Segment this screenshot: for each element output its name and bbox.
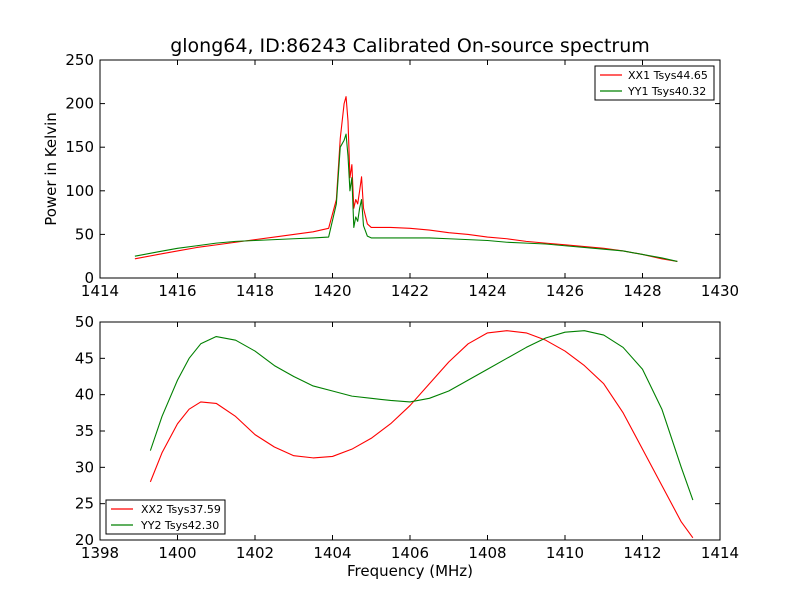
bottom-y-tick-label: 35 <box>75 422 94 440</box>
top-series-line-0 <box>134 96 678 262</box>
top-chart: 1414 1416 1418 1420 1422 1424 1426 1428 1430 0 50 1… <box>42 51 739 300</box>
top-x-tick-label: 1416 <box>158 282 196 300</box>
legend-label-xx1: XX1 Tsys44.65 <box>628 69 708 82</box>
top-x-tick-label: 1430 <box>701 282 739 300</box>
bottom-x-tick-label: 1402 <box>236 544 274 562</box>
top-y-tick-label: 50 <box>75 225 94 243</box>
top-y-tick-label: 150 <box>65 138 94 156</box>
bottom-x-axis-label: Frequency (MHz) <box>347 562 473 580</box>
top-series-line-1 <box>134 133 678 262</box>
top-y-tick-label: 250 <box>65 51 94 69</box>
legend-label-yy1: YY1 Tsys40.32 <box>627 85 706 98</box>
bottom-series-line-0 <box>149 330 694 539</box>
bottom-x-tick-label: 1408 <box>468 544 506 562</box>
top-y-tick-label: 0 <box>84 269 94 287</box>
top-x-tick-label: 1422 <box>391 282 429 300</box>
bottom-x-tick-label: 1400 <box>158 544 196 562</box>
bottom-x-tick-label: 1414 <box>701 544 739 562</box>
top-x-tick-label: 1420 <box>313 282 351 300</box>
bottom-series-line-1 <box>149 330 694 501</box>
legend-label-yy2: YY2 Tsys42.30 <box>140 519 219 532</box>
top-series-layer <box>134 96 678 262</box>
bottom-chart: 1398 1400 1402 1404 1406 1408 1410 1412 1414 20 25… <box>75 313 739 580</box>
top-x-tick-label: 1424 <box>468 282 506 300</box>
top-legend: XX1 Tsys44.65 YY1 Tsys40.32 <box>594 65 715 101</box>
bottom-y-tick-label: 45 <box>75 349 94 367</box>
bottom-legend: XX2 Tsys37.59 YY2 Tsys42.30 <box>105 499 226 535</box>
legend-label-xx2: XX2 Tsys37.59 <box>141 503 221 516</box>
top-ticks-layer: 1414 1416 1418 1420 1422 1424 1426 1428 1430 0 50 1… <box>65 51 739 300</box>
chart-title: glong64, ID:86243 Calibrated On-source s… <box>170 35 650 57</box>
bottom-x-tick-label: 1412 <box>623 544 661 562</box>
bottom-x-tick-label: 1404 <box>313 544 351 562</box>
bottom-y-tick-label: 40 <box>75 386 94 404</box>
bottom-ticks-layer: 1398 1400 1402 1404 1406 1408 1410 1412 1414 20 25… <box>75 313 739 562</box>
bottom-x-tick-label: 1406 <box>391 544 429 562</box>
bottom-y-tick-label: 30 <box>75 458 94 476</box>
bottom-x-tick-label: 1398 <box>81 544 119 562</box>
bottom-series-layer <box>149 330 694 539</box>
top-y-axis-label: Power in Kelvin <box>42 112 60 226</box>
top-y-tick-label: 100 <box>65 182 94 200</box>
top-x-tick-label: 1426 <box>546 282 584 300</box>
top-x-tick-label: 1418 <box>236 282 274 300</box>
top-x-tick-label: 1414 <box>81 282 119 300</box>
bottom-y-tick-label: 25 <box>75 495 94 513</box>
top-x-tick-label: 1428 <box>623 282 661 300</box>
top-y-tick-label: 200 <box>65 95 94 113</box>
bottom-x-tick-label: 1410 <box>546 544 584 562</box>
bottom-y-tick-label: 20 <box>75 531 94 549</box>
bottom-y-tick-label: 50 <box>75 313 94 331</box>
